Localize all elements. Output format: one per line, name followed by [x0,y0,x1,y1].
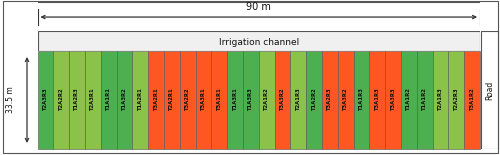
Text: Road: Road [486,80,494,100]
Text: T2A2R1: T2A2R1 [170,89,174,111]
Bar [401,51,417,149]
Bar [85,51,100,149]
Bar [54,51,69,149]
Text: T3A1R2: T3A1R2 [470,89,474,111]
Bar [322,51,338,149]
Text: T2A3R1: T2A3R1 [90,89,96,111]
Bar [274,51,290,149]
Bar [227,51,243,149]
Bar [354,51,370,149]
Text: T1A1R2: T1A1R2 [406,89,412,111]
Bar [132,51,148,149]
Text: T2A2R3: T2A2R3 [454,89,459,111]
Text: Irrigation channel: Irrigation channel [218,38,299,47]
Text: T3A3R1: T3A3R1 [201,89,206,111]
Bar [180,51,196,149]
Bar [370,51,385,149]
Text: T1A1R1: T1A1R1 [106,89,111,111]
Bar [164,51,180,149]
Bar [464,51,480,149]
Text: T3A2R1: T3A2R1 [154,89,158,111]
Bar [212,51,227,149]
Bar [38,51,54,149]
Bar [100,51,116,149]
Bar [243,51,259,149]
Text: T2A1R2: T2A1R2 [264,89,269,111]
Text: T3A3R2: T3A3R2 [280,89,285,111]
Bar [432,51,448,149]
Text: 90 m: 90 m [246,2,271,12]
Text: T3A2R3: T3A2R3 [328,89,332,111]
Text: T1A2R1: T1A2R1 [138,89,142,111]
Text: T1A3R2: T1A3R2 [122,89,127,111]
Bar [69,51,85,149]
Text: T3A3R2: T3A3R2 [343,89,348,111]
Text: 33.5 m: 33.5 m [6,87,15,113]
Text: T3A2R2: T3A2R2 [185,89,190,111]
Bar [385,51,401,149]
Bar [290,51,306,149]
Text: T2A3R3: T2A3R3 [43,89,48,111]
Bar [417,51,432,149]
Text: T1A1R3: T1A1R3 [359,89,364,111]
Text: T1A3R1: T1A3R1 [232,89,237,111]
Text: T1A1R2: T1A1R2 [422,89,427,111]
Bar [306,51,322,149]
Text: T2A1R3: T2A1R3 [296,89,301,111]
Text: T2A2R2: T2A2R2 [58,89,64,111]
Bar [481,31,498,149]
Bar [338,51,353,149]
Text: T3A1R1: T3A1R1 [216,89,222,111]
Text: T3A1R3: T3A1R3 [375,89,380,111]
Text: T2A1R3: T2A1R3 [438,89,443,111]
Text: T1A2R3: T1A2R3 [74,89,80,111]
Bar [116,51,132,149]
Text: T1A3R3: T1A3R3 [248,89,254,111]
Bar [196,51,212,149]
Bar [148,51,164,149]
Text: T1A2R2: T1A2R2 [312,89,316,111]
Bar [448,51,464,149]
Text: T3A3R3: T3A3R3 [390,89,396,111]
Bar [259,51,274,149]
